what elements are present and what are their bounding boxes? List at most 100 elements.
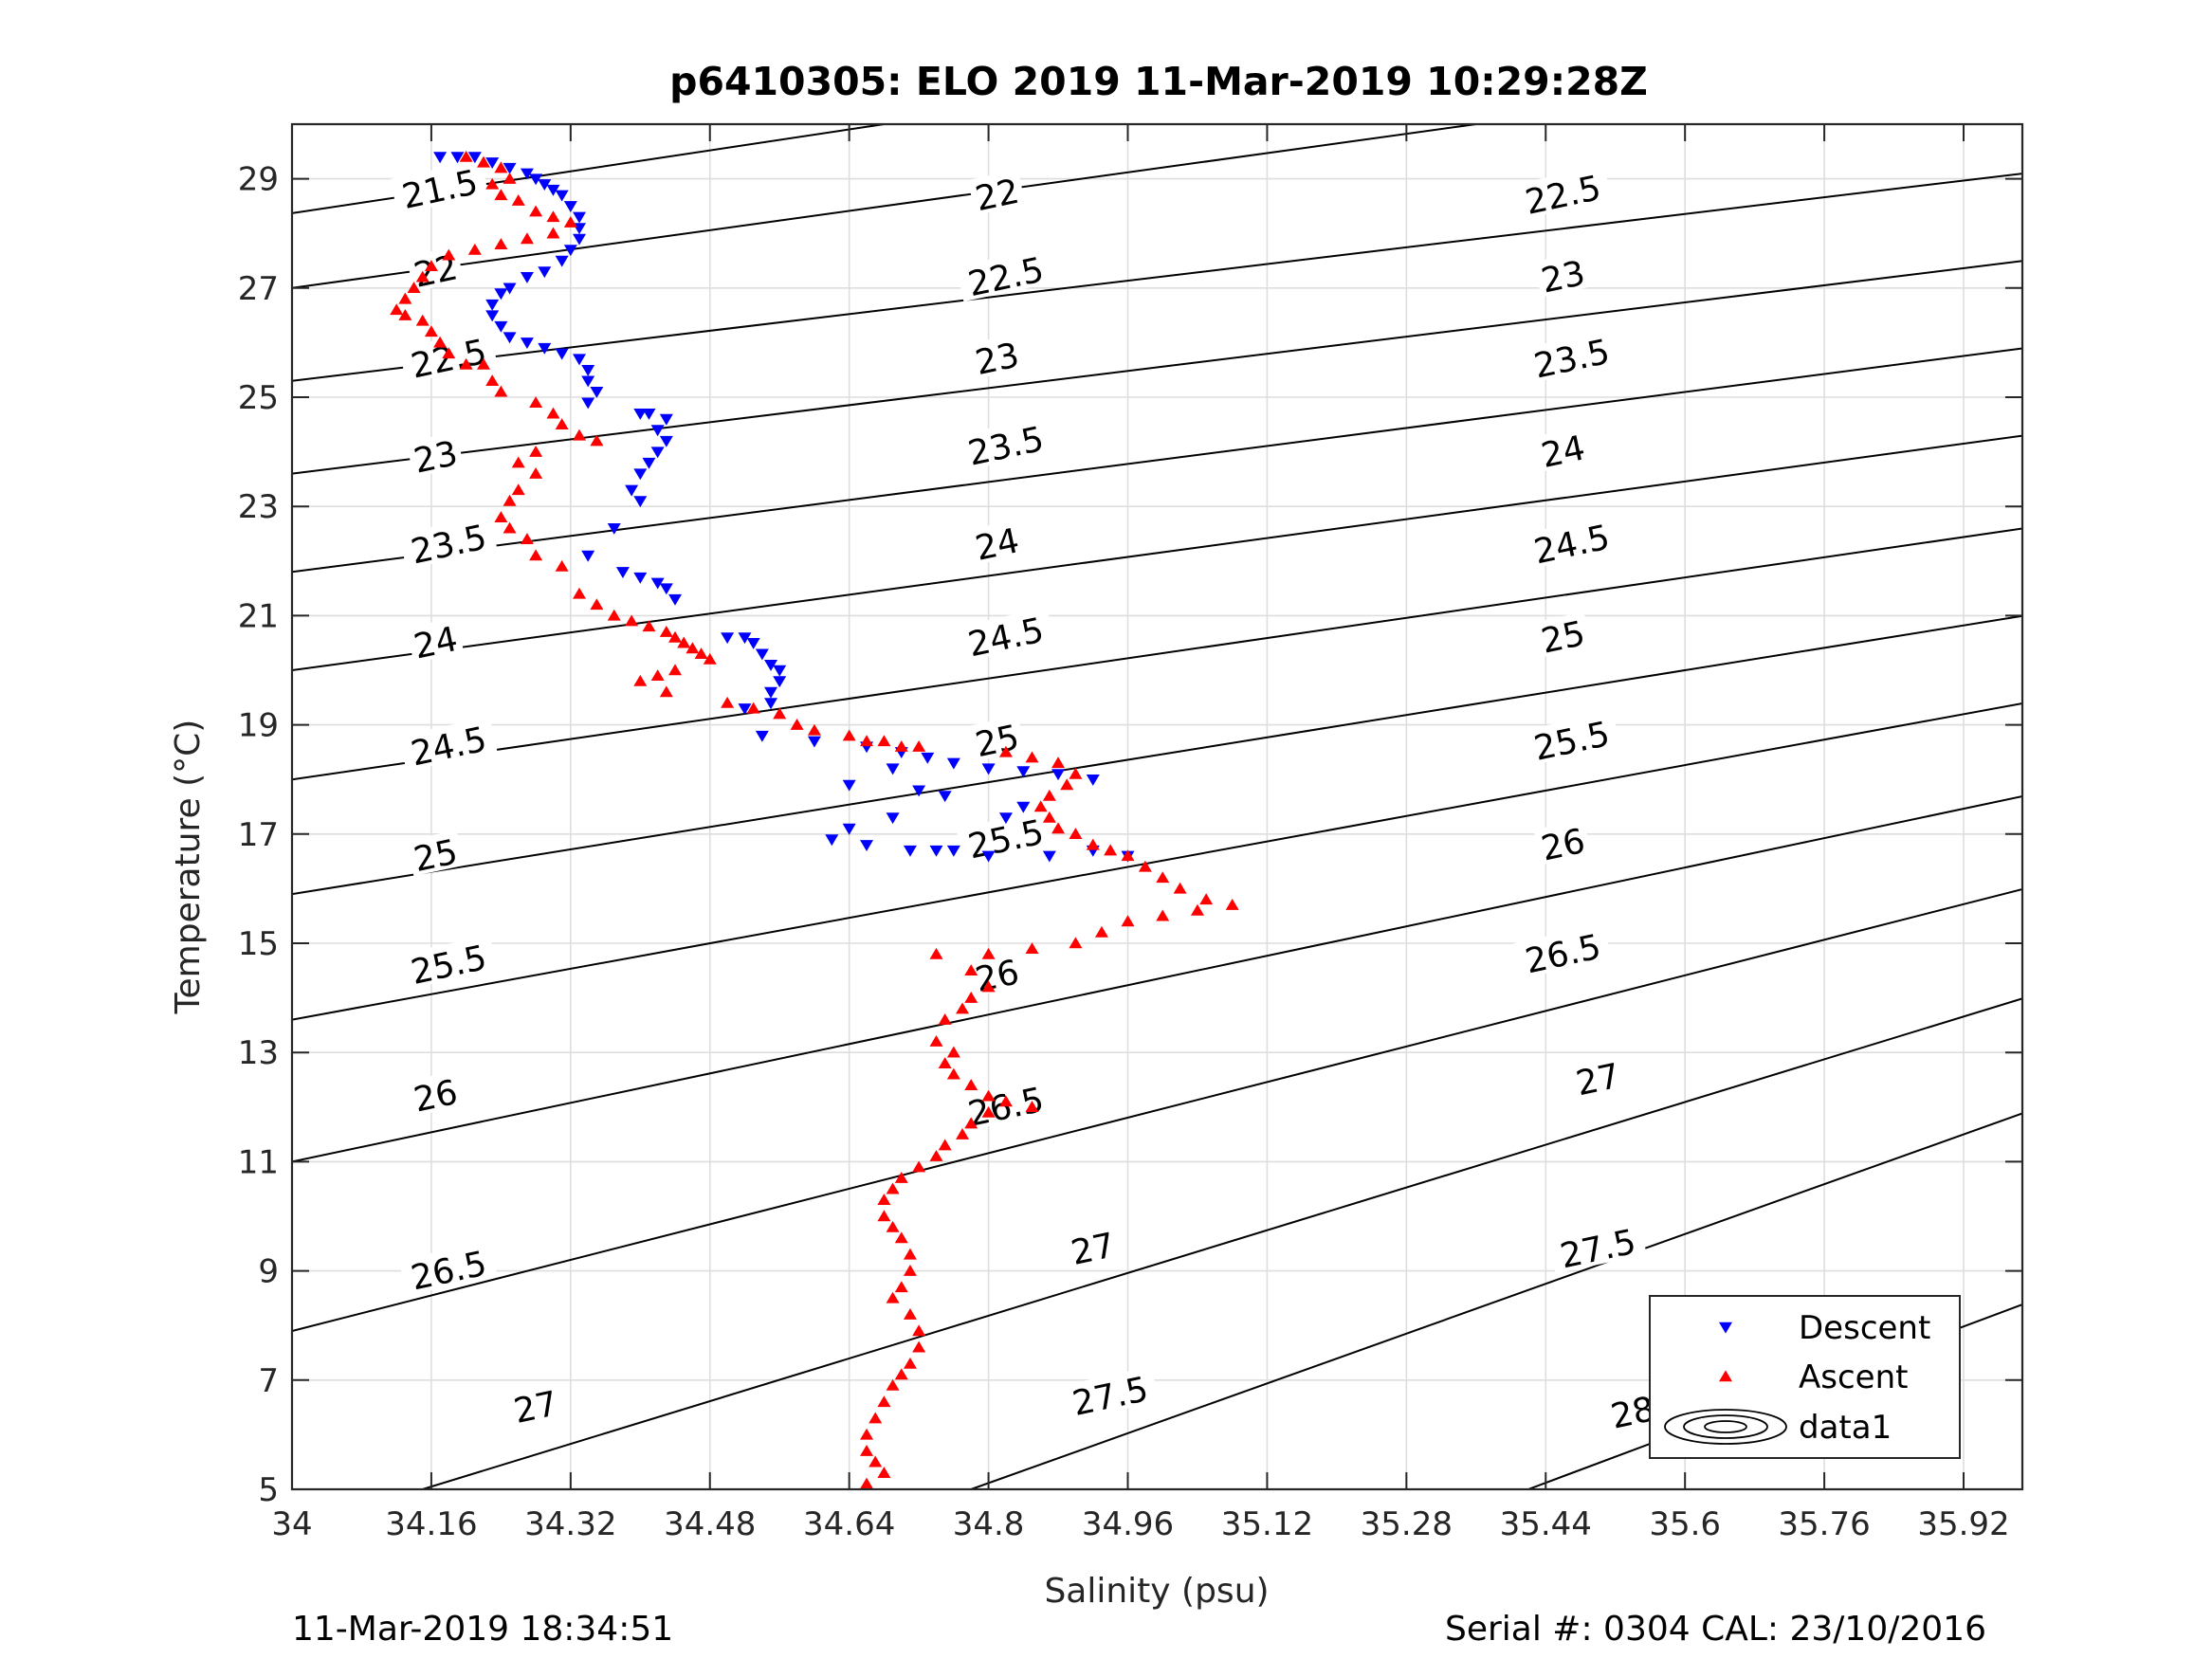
contour-label-bg xyxy=(1533,819,1592,866)
descent-point xyxy=(529,173,543,186)
descent-point xyxy=(581,375,595,388)
density-contour-label: 23 xyxy=(406,431,465,482)
ascent-point xyxy=(659,685,673,698)
y-tick-label: 21 xyxy=(238,597,279,635)
ascent-point xyxy=(1199,893,1214,905)
descent-point xyxy=(555,348,569,360)
contour-label-bg xyxy=(967,169,1026,216)
ascent-point xyxy=(477,155,491,168)
descent-point xyxy=(659,583,673,595)
descent-point xyxy=(503,162,517,174)
descent-point xyxy=(1051,769,1066,781)
descent-point xyxy=(607,522,621,535)
x-axis-label: Salinity (psu) xyxy=(1044,1572,1269,1611)
ascent-point xyxy=(625,614,639,627)
ascent-point xyxy=(573,428,587,441)
descent-point xyxy=(633,496,648,508)
y-axis-ticks: 5 7 9 11 13 15 17 19 21 23 25 27 29 xyxy=(238,161,2022,1509)
descent-point xyxy=(573,354,587,366)
density-contour-label: 27 xyxy=(1063,1223,1122,1273)
descent-point xyxy=(538,266,552,279)
density-contour-line xyxy=(292,702,2022,1021)
y-tick-label: 25 xyxy=(238,379,279,417)
ascent-point xyxy=(877,1467,891,1478)
ascent-point xyxy=(1094,925,1108,938)
ascent-point xyxy=(563,216,577,228)
ascent-point xyxy=(860,1477,874,1489)
density-contour-line xyxy=(292,794,2022,1163)
descent-point xyxy=(538,342,552,355)
density-contour-label: 26 xyxy=(406,1070,465,1121)
contour-label-bg xyxy=(1063,1223,1122,1269)
descent-point xyxy=(738,703,752,715)
ascent-point xyxy=(721,696,735,708)
ascent-point xyxy=(903,1264,917,1276)
ascent-point xyxy=(546,407,560,419)
descent-point xyxy=(1086,774,1100,786)
contour-label-bg xyxy=(956,246,1055,302)
contour-label-text: 25 xyxy=(972,719,1022,766)
descent-point xyxy=(860,840,874,851)
ascent-point xyxy=(590,598,604,611)
contour-label-text: 24 xyxy=(411,620,461,667)
ascent-point xyxy=(790,718,804,730)
descent-point xyxy=(764,659,778,671)
ascent-point xyxy=(494,161,508,173)
ascent-point xyxy=(511,456,525,468)
ascent-point xyxy=(573,587,587,599)
contour-label-bg xyxy=(506,1381,564,1428)
ascent-point xyxy=(894,1172,908,1183)
ascent-point xyxy=(860,1428,874,1440)
series-descent xyxy=(433,152,1135,863)
density-contour-label: 22 xyxy=(967,169,1026,219)
y-tick-label: 13 xyxy=(238,1034,279,1072)
contour-label-bg xyxy=(1513,923,1612,979)
density-contour-line xyxy=(292,527,2022,781)
ascent-point xyxy=(860,1445,874,1456)
descent-point xyxy=(650,447,665,459)
ascent-point xyxy=(1138,860,1152,872)
density-contour-label: 24 xyxy=(967,519,1026,569)
ascent-point xyxy=(1190,903,1204,916)
contour-label-bg xyxy=(1522,711,1621,766)
ascent-point xyxy=(964,991,978,1003)
density-contour-label: 25 xyxy=(406,830,465,880)
descent-point xyxy=(642,457,656,469)
ascent-point xyxy=(1156,871,1170,884)
contour-label-text: 26 xyxy=(1538,822,1588,869)
x-tick-label: 34.8 xyxy=(953,1505,1025,1543)
x-tick-label: 34.32 xyxy=(524,1505,616,1543)
descent-point xyxy=(433,152,448,164)
ascent-point xyxy=(894,739,908,752)
descent-point xyxy=(573,233,587,246)
ascent-point xyxy=(529,466,543,479)
y-tick-label: 23 xyxy=(238,488,279,526)
legend-label: Ascent xyxy=(1799,1358,1908,1396)
density-contour-label: 27 xyxy=(506,1381,564,1431)
descent-point xyxy=(633,468,648,481)
ascent-point xyxy=(807,723,821,736)
density-contour-line xyxy=(292,173,2022,382)
contour-label-text: 23 xyxy=(411,434,461,482)
descent-point xyxy=(764,686,778,699)
contour-label-bg xyxy=(406,830,465,877)
ascent-point xyxy=(981,1089,996,1102)
descent-point xyxy=(886,812,900,825)
descent-point xyxy=(981,763,996,775)
descent-point xyxy=(520,168,534,180)
ascent-point xyxy=(1042,811,1056,823)
descent-point xyxy=(773,676,787,688)
contour-label-bg xyxy=(1603,1387,1661,1433)
density-contour-label: 24 xyxy=(406,617,465,667)
descent-point xyxy=(615,567,630,578)
density-contour-label: 25 xyxy=(1533,611,1592,662)
ascent-point xyxy=(659,626,673,637)
ascent-point xyxy=(459,357,473,370)
density-contour-label: 23 xyxy=(967,333,1026,383)
ascent-point xyxy=(877,1194,891,1205)
contour-label-bg xyxy=(390,159,489,214)
ascent-point xyxy=(868,1455,883,1468)
contour-label-text: 27 xyxy=(1068,1226,1118,1273)
contour-label-bg xyxy=(1533,611,1592,658)
contour-label-bg xyxy=(1060,1366,1160,1421)
